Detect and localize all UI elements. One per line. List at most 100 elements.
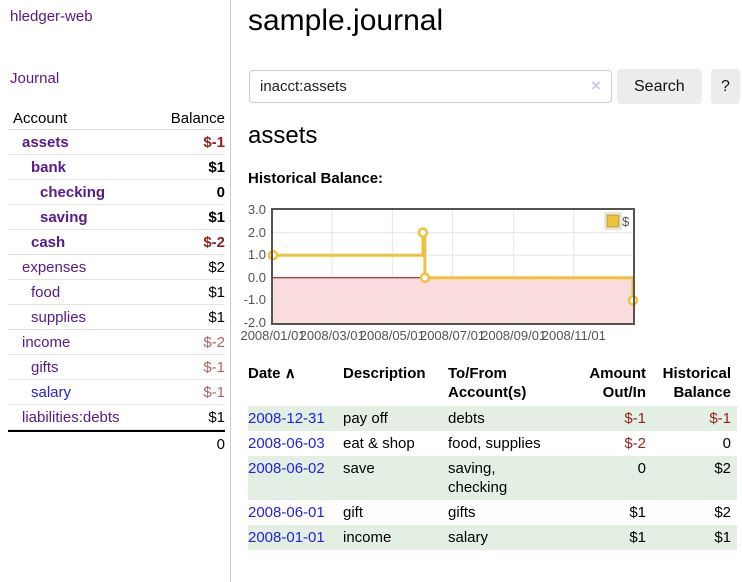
transaction-historical-balance: $-1 [709,410,731,427]
accounts-table: Account Balance assets $-1 bank $1 checking 0… [8,102,225,456]
chart-y-tick-label: 2.0 [247,224,266,240]
transaction-amount: $-2 [624,435,646,452]
account-row: bank $1 [8,155,225,180]
account-link-checking[interactable]: checking [40,183,106,201]
account-balance: $2 [208,258,225,276]
transaction-row[interactable]: 2008-06-03 eat & shop food, supplies $-2 0 [248,431,737,456]
transaction-amount: 0 [637,460,646,477]
transaction-historical-balance: $2 [714,504,731,521]
register-header-description: Description [343,365,426,382]
chart-x-tick-label: 2008/03/01 [299,328,365,343]
account-link-assets[interactable]: assets [22,133,69,151]
register-header-accounts: To/From Account(s) [448,365,527,401]
transaction-description: gift [343,504,364,521]
transaction-date-link[interactable]: 2008-06-01 [248,504,325,521]
account-row: salary $-1 [8,380,225,405]
accounts-table-header: Account Balance [8,102,225,130]
account-row: food $1 [8,280,225,305]
svg-text:$: $ [622,214,630,229]
account-row: expenses $2 [8,255,225,280]
account-link-bank[interactable]: bank [31,158,67,176]
chart-border [271,208,635,325]
transaction-description: eat & shop [343,435,415,452]
sort-asc-icon: ∧ [284,365,296,382]
account-link-income[interactable]: income [22,333,71,351]
accounts-total-value: 0 [216,435,225,453]
search-input[interactable] [249,70,612,103]
chart-y-tick-label: -1.0 [243,292,266,308]
transaction-row[interactable]: 2008-01-01 income salary $1 $1 [248,525,737,550]
historical-balance-chart[interactable]: $ [267,208,639,325]
transaction-amount: $1 [629,504,646,521]
register-header-date[interactable]: Date ∧ [248,365,296,382]
transaction-accounts: debts [448,410,485,427]
accounts-total-row: 0 [8,430,225,456]
account-row: income $-2 [8,330,225,355]
account-link-expenses[interactable]: expenses [22,258,87,276]
account-link-food[interactable]: food [31,283,61,301]
account-row: checking 0 [8,180,225,205]
account-row: cash $-2 [8,230,225,255]
chart-x-tick-label: 2008/09/01 [481,328,547,343]
account-row: liabilities:debts $1 [8,405,225,430]
transaction-date-link[interactable]: 2008-06-03 [248,435,325,452]
app-brand-link[interactable]: hledger-web [10,8,93,25]
register-header-row: Date ∧ Description To/From Account(s) Amo… [248,358,737,406]
transaction-accounts: saving, checking [448,460,508,496]
transaction-historical-balance: $2 [714,460,731,477]
transaction-row[interactable]: 2008-06-02 save saving, checking 0 $2 [248,456,737,500]
accounts-header-account: Account [13,110,68,127]
account-link-supplies[interactable]: supplies [31,308,87,326]
transaction-date-link[interactable]: 2008-06-02 [248,460,325,477]
sidebar-item-journal[interactable]: Journal [10,70,60,87]
chart-y-tick-label: -2.0 [243,315,266,330]
chart-title: Historical Balance: [248,170,384,187]
account-balance: $1 [208,158,225,176]
transaction-amount: $-1 [624,410,646,427]
account-link-salary[interactable]: salary [31,383,72,401]
transaction-date-link[interactable]: 2008-12-31 [248,410,325,427]
account-row: gifts $-1 [8,355,225,380]
transaction-description: income [343,529,392,546]
account-row: saving $1 [8,205,225,230]
account-link-gifts[interactable]: gifts [31,358,59,376]
transaction-accounts: food, supplies [448,435,541,452]
account-balance: $-1 [203,358,225,376]
chart-y-tick-label: 1.0 [247,247,266,263]
transaction-date-link[interactable]: 2008-01-01 [248,529,325,546]
account-link-saving[interactable]: saving [40,208,88,226]
account-balance: $1 [208,408,225,426]
account-balance: $-1 [203,133,225,151]
account-heading: assets [248,122,318,149]
chart-x-tick-label: 2008/11/01 [541,328,606,343]
sidebar: hledger-web Journal Account Balance asse… [0,0,231,582]
register-header-historical: Historical Balance [662,365,731,401]
chart-y-tick-label: 0.0 [247,269,266,285]
chart-x-tick-label: 2008/07/01 [419,328,486,343]
chart-x-tick-label: 2008/01/01 [240,328,306,343]
transaction-row[interactable]: 2008-12-31 pay off debts $-1 $-1 [248,406,737,431]
account-row: supplies $1 [8,305,225,330]
account-balance: $1 [208,308,225,326]
register-header-amount: Amount Out/In [589,365,646,401]
transaction-accounts: salary [448,529,489,546]
account-balance: $-1 [203,383,225,401]
account-balance: $-2 [203,333,225,351]
transaction-accounts: gifts [448,504,476,521]
chart-x-tick-label: 2008/05/01 [359,328,425,343]
chart-y-tick-label: 3.0 [247,202,266,217]
account-balance: 0 [216,183,225,201]
transaction-row[interactable]: 2008-06-01 gift gifts $1 $2 [248,500,737,525]
clear-search-icon[interactable]: × [591,76,601,95]
account-balance: $-2 [203,233,225,251]
account-link-liabilities-debts[interactable]: liabilities:debts [22,408,120,426]
account-balance: $1 [208,208,225,226]
page-title: sample.journal [248,4,444,37]
search-button[interactable]: Search [617,69,702,104]
accounts-header-balance: Balance [170,110,225,127]
account-balance: $1 [208,283,225,301]
account-row: assets $-1 [8,130,225,155]
transaction-description: pay off [343,410,388,427]
help-button[interactable]: ? [711,69,740,104]
account-link-cash[interactable]: cash [31,233,66,251]
